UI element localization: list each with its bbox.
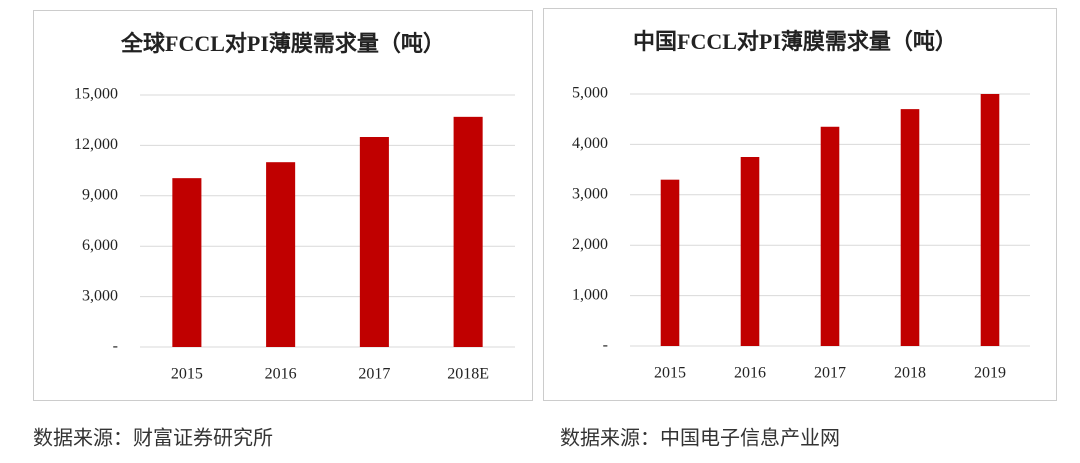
bar (820, 126, 840, 346)
y-tick-label: 4,000 (572, 135, 608, 152)
y-tick-label: 15,000 (74, 86, 118, 103)
y-tick-label: 12,000 (74, 136, 118, 153)
x-tick-label: 2018E (447, 366, 489, 383)
chart-title: 全球FCCL对PI薄膜需求量（吨） (120, 31, 445, 56)
x-tick-label: 2015 (171, 366, 203, 383)
x-tick-label: 2016 (265, 366, 297, 383)
chart-title: 中国FCCL对PI薄膜需求量（吨） (633, 29, 957, 54)
bar (172, 178, 202, 347)
y-tick-label: 1,000 (572, 286, 608, 303)
bar (453, 116, 483, 347)
x-tick-label: 2018 (894, 365, 926, 382)
bar (359, 137, 389, 347)
panel-frame (543, 8, 1057, 401)
x-tick-label: 2016 (734, 365, 766, 382)
y-tick-label: 5,000 (572, 85, 608, 102)
bar (980, 94, 1000, 346)
y-tick-label: 2,000 (572, 236, 608, 253)
x-tick-label: 2015 (654, 365, 686, 382)
y-tick-label: - (113, 338, 118, 355)
source-note: 数据来源：财富证券研究所 (33, 427, 273, 450)
bar (900, 109, 920, 347)
y-tick-label: 9,000 (82, 186, 118, 203)
y-tick-label: 3,000 (572, 185, 608, 202)
y-tick-label: - (603, 337, 608, 354)
x-tick-label: 2019 (974, 365, 1006, 382)
source-note: 数据来源：中国电子信息产业网 (560, 427, 840, 450)
bar (660, 179, 680, 346)
panel-frame (33, 10, 533, 401)
bar (266, 162, 296, 347)
bar (740, 157, 760, 346)
y-tick-label: 3,000 (82, 287, 118, 304)
x-tick-label: 2017 (814, 365, 846, 382)
x-tick-label: 2017 (358, 366, 390, 383)
y-tick-label: 6,000 (82, 237, 118, 254)
